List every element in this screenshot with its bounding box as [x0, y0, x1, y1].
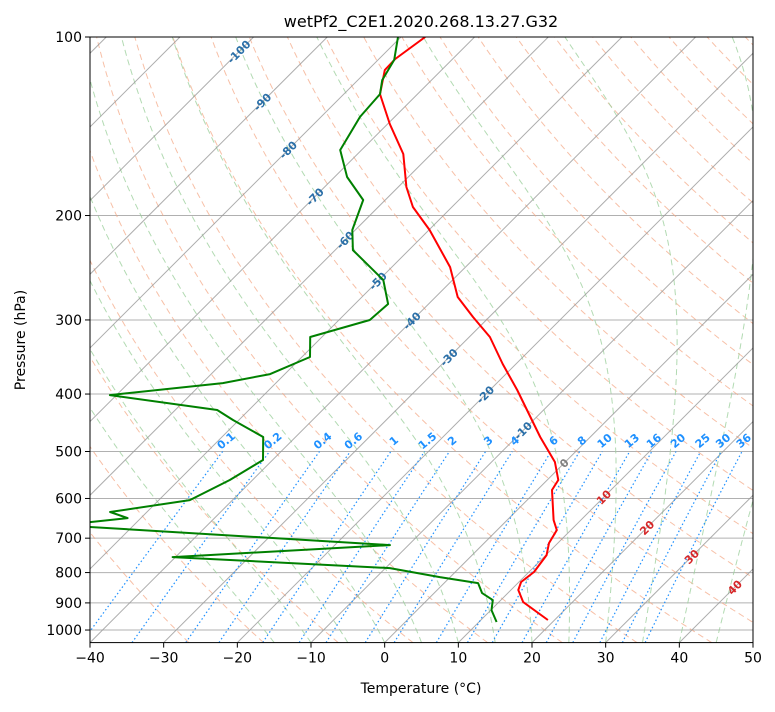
dry-adiabat-line	[669, 37, 775, 643]
moist-adiabat-line	[565, 37, 677, 643]
isotherm-label: -100	[225, 38, 254, 67]
x-tick-label: 50	[744, 651, 762, 667]
isotherm-label: -90	[251, 90, 274, 113]
y-tick-label: 900	[55, 596, 82, 612]
y-tick-label: 500	[55, 445, 82, 461]
moist-adiabat-line	[44, 37, 384, 643]
isotherm-line	[0, 37, 475, 643]
mixing-ratio-line	[573, 452, 676, 643]
y-tick-label: 700	[55, 531, 82, 547]
isotherm-line	[311, 37, 775, 643]
chart-title: wetPf2_C2E1.2020.268.13.27.G32	[284, 12, 558, 32]
y-axis-label: Pressure (hPa)	[13, 290, 29, 390]
mixing-ratio-label: 0.4	[311, 430, 335, 453]
x-tick-label: −40	[75, 651, 105, 667]
moist-adiabat-line	[0, 37, 274, 643]
dry-adiabat-line	[478, 37, 775, 643]
y-tick-label: 200	[55, 209, 82, 225]
mixing-ratio-line	[82, 452, 223, 643]
x-tick-label: 0	[380, 651, 389, 667]
y-axis: 100 200 300 400 500 600 700 800 900 1000	[46, 30, 90, 639]
x-axis-label: Temperature (°C)	[360, 681, 482, 697]
y-tick-label: 100	[55, 30, 82, 46]
moist-adiabat-line	[172, 37, 495, 643]
mixing-ratio-label: 0.2	[261, 430, 284, 452]
dry-adiabat-line	[593, 37, 775, 643]
mixing-ratio-label: 36	[734, 431, 754, 451]
x-tick-label: −20	[223, 651, 253, 667]
mixing-ratio-label: 8	[575, 434, 589, 449]
isotherm-line	[385, 37, 775, 643]
isotherm-line	[16, 37, 622, 643]
dry-adiabat-line	[516, 37, 775, 643]
x-axis: −40 −30 −20 −10 0 10 20 30 40 50	[75, 643, 762, 667]
y-tick-label: 300	[55, 313, 82, 329]
isotherm-label: -30	[438, 346, 461, 369]
dry-adiabat-line	[555, 37, 775, 643]
background-lines	[0, 37, 775, 643]
isotherm-label: -80	[277, 138, 300, 161]
x-tick-label: 10	[449, 651, 467, 667]
mixing-ratio-label: 0.1	[215, 430, 238, 452]
x-tick-label: 30	[597, 651, 615, 667]
mixing-ratio-label: 2	[445, 434, 459, 449]
mixing-ratio-line	[219, 452, 350, 643]
mixing-ratio-label: 25	[693, 431, 713, 451]
dry-adiabat-line	[0, 37, 264, 643]
y-tick-label: 600	[55, 491, 82, 507]
y-tick-label: 400	[55, 387, 82, 403]
dry-adiabat-line	[745, 37, 775, 643]
mixing-ratio-label: 30	[713, 431, 733, 451]
mixing-ratio-label: 20	[668, 431, 688, 451]
dry-adiabat-line	[97, 37, 563, 643]
mixing-ratio-label: 10	[595, 431, 615, 451]
dry-adiabat-line	[135, 37, 637, 643]
mixing-ratio-line	[600, 452, 701, 643]
isotherm-line	[458, 37, 775, 643]
mixing-ratio-label: 6	[547, 433, 561, 448]
x-tick-label: −10	[296, 651, 326, 667]
plot-frame	[90, 37, 753, 643]
isotherm-line	[753, 37, 775, 643]
mixing-ratio-line	[365, 452, 485, 643]
y-tick-label: 800	[55, 566, 82, 582]
mixing-ratio-label: 13	[622, 431, 642, 451]
isotherm-line	[0, 37, 254, 643]
x-tick-label: 20	[523, 651, 541, 667]
moist-adiabat-line	[716, 37, 775, 643]
y-tick-label: 1000	[46, 623, 82, 639]
mixing-ratio-label: 3	[481, 434, 495, 449]
x-tick-label: 40	[670, 651, 688, 667]
isotherm-line	[90, 37, 696, 643]
mixing-ratio-label: 16	[644, 431, 664, 451]
data-series	[60, 37, 559, 622]
mixing-ratio-line	[546, 452, 652, 643]
x-tick-label: −30	[149, 651, 179, 667]
mixing-ratio-label: 1.5	[416, 430, 439, 452]
dry-adiabat-line	[707, 37, 775, 643]
mixing-ratio-line	[468, 452, 580, 643]
mixing-ratio-label: 1	[387, 434, 401, 449]
mixing-ratio-label: 0.6	[342, 430, 366, 453]
